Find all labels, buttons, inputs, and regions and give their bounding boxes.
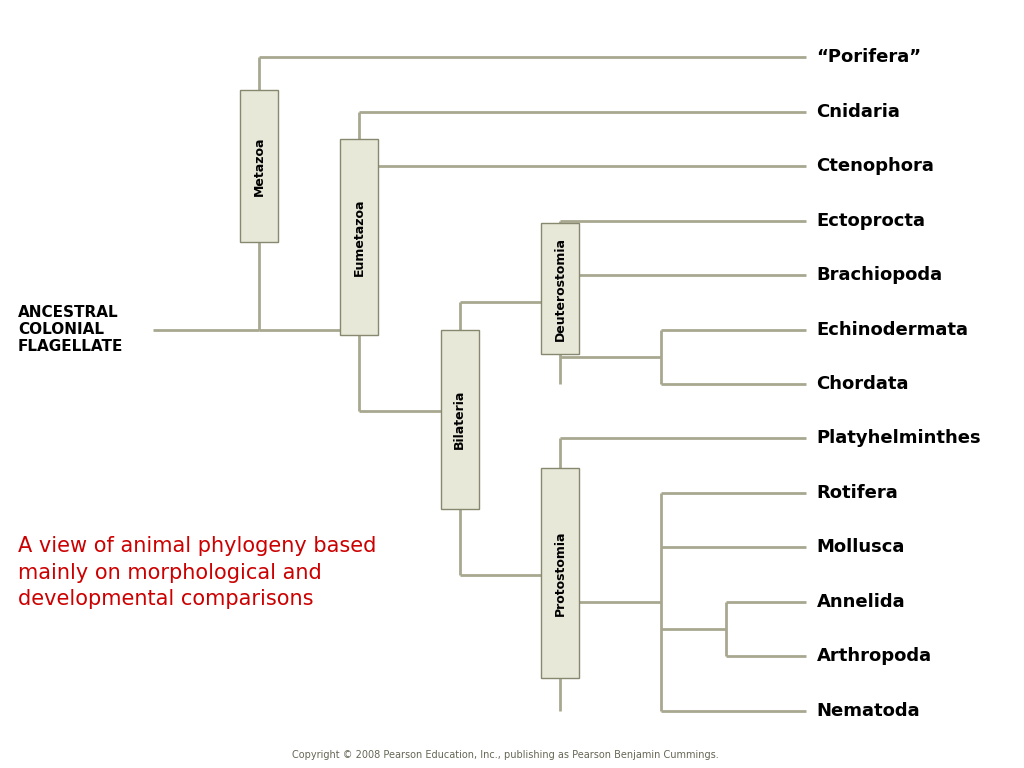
Text: Chordata: Chordata	[816, 375, 909, 393]
Text: Bilateria: Bilateria	[454, 389, 466, 449]
Text: Mollusca: Mollusca	[816, 538, 905, 556]
Text: Arthropoda: Arthropoda	[816, 647, 932, 665]
Text: Protostomia: Protostomia	[554, 531, 567, 616]
Text: Deuterostomia: Deuterostomia	[554, 237, 567, 341]
Text: Cnidaria: Cnidaria	[816, 103, 900, 121]
Text: Copyright © 2008 Pearson Education, Inc., publishing as Pearson Benjamin Cumming: Copyright © 2008 Pearson Education, Inc.…	[292, 750, 719, 760]
Text: A view of animal phylogeny based
mainly on morphological and
developmental compa: A view of animal phylogeny based mainly …	[17, 537, 376, 609]
Text: Annelida: Annelida	[816, 593, 905, 611]
Text: “Porifera”: “Porifera”	[816, 48, 922, 66]
Text: Nematoda: Nematoda	[816, 702, 921, 720]
Text: Ectoprocta: Ectoprocta	[816, 212, 926, 230]
FancyBboxPatch shape	[240, 90, 279, 243]
Text: Metazoa: Metazoa	[253, 137, 265, 196]
FancyBboxPatch shape	[340, 139, 379, 335]
Text: Eumetazoa: Eumetazoa	[353, 198, 366, 276]
FancyBboxPatch shape	[542, 223, 580, 354]
Text: Rotifera: Rotifera	[816, 484, 898, 502]
Text: ANCESTRAL
COLONIAL
FLAGELLATE: ANCESTRAL COLONIAL FLAGELLATE	[17, 305, 123, 355]
Text: Brachiopoda: Brachiopoda	[816, 266, 943, 284]
FancyBboxPatch shape	[440, 329, 479, 509]
Text: Platyhelminthes: Platyhelminthes	[816, 429, 981, 448]
Text: Echinodermata: Echinodermata	[816, 320, 969, 339]
Text: Ctenophora: Ctenophora	[816, 157, 934, 175]
FancyBboxPatch shape	[542, 468, 580, 678]
